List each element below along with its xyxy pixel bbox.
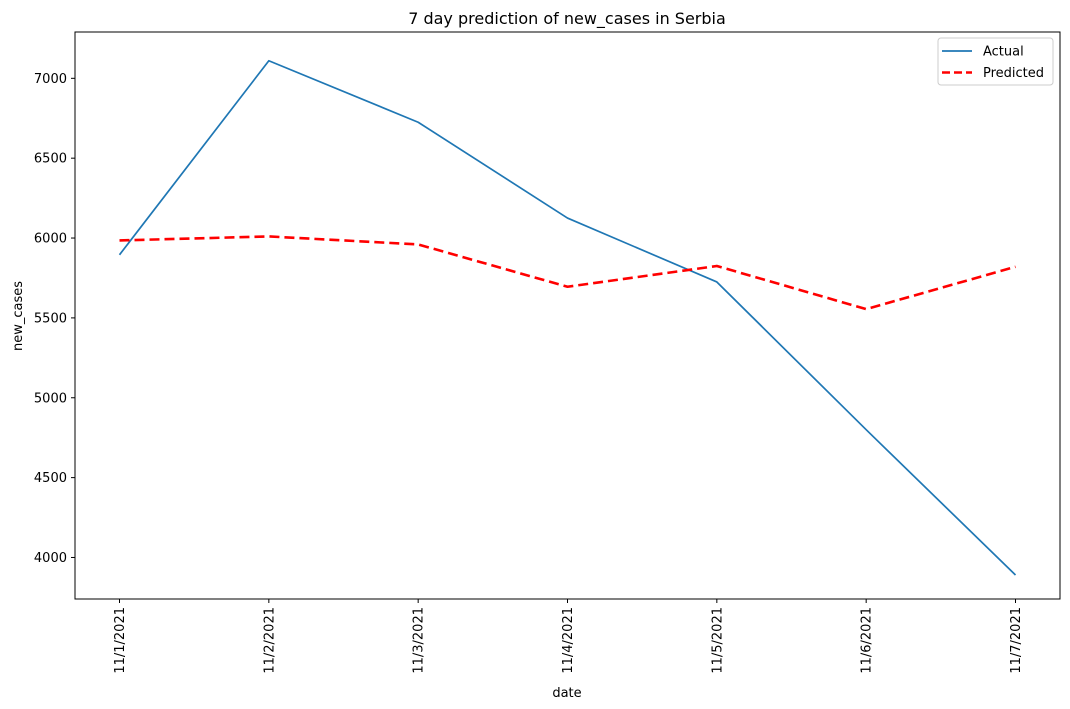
x-tick-label: 11/3/2021 [412,607,427,674]
y-tick-label: 7000 [34,72,67,87]
y-tick-label: 4000 [34,551,67,566]
y-tick-label: 5500 [34,311,67,326]
legend-label-actual: Actual [983,45,1024,60]
chart-title: 7 day prediction of new_cases in Serbia [408,9,726,29]
y-tick-label: 4500 [34,471,67,486]
y-tick-label: 6500 [34,152,67,167]
legend: Actual Predicted [937,37,1054,86]
legend-label-predicted: Predicted [983,66,1044,81]
x-tick-label: 11/1/2021 [113,607,128,674]
y-tick-label: 5000 [34,391,67,406]
series-layer [118,59,1017,576]
x-tick-label: 11/5/2021 [710,607,725,674]
x-axis-title: date [552,686,581,701]
x-tick-label: 11/7/2021 [1009,607,1024,674]
y-axis: 4000 4500 5000 5500 6000 6500 7000 [34,72,75,566]
series-line-predicted [119,235,1016,311]
x-tick-label: 11/4/2021 [561,607,576,674]
x-axis: 11/1/2021 11/2/2021 11/3/2021 11/4/2021 11/5… [113,599,1024,674]
y-tick-label: 6000 [34,232,67,247]
y-axis-title: new_cases [11,281,26,351]
series-line-actual [118,59,1017,576]
x-tick-label: 11/6/2021 [860,607,875,674]
x-tick-label: 11/2/2021 [262,607,277,674]
